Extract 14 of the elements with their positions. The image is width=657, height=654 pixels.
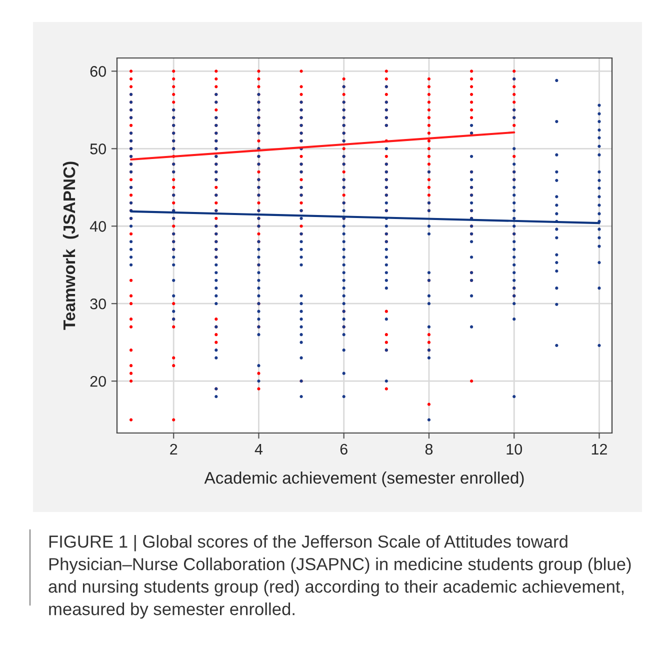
- x-tick-label: 12: [592, 444, 607, 454]
- y-tick-label: 40: [90, 221, 106, 232]
- y-tick-label: 20: [90, 376, 106, 387]
- y-tick-label: 60: [90, 66, 106, 77]
- x-tick-label: 2: [170, 444, 178, 454]
- x-tick-label: 4: [254, 444, 263, 454]
- y-axis-title: Teamwork (JSAPNC): [62, 162, 78, 330]
- caption: FIGURE 1 | Global scores of the Jefferson Scale of Attitudes toward Physician–Nurse Collaboration (JSAPNC) in medicine students group (blue) and nursing students group (red) according to their academic achievement, measured by semester enrolled.: [48, 535, 631, 619]
- x-axis-title: Academic achievement (semester enrolled): [204, 472, 524, 488]
- y-tick-label: 50: [90, 144, 106, 154]
- x-tick-label: 10: [506, 444, 522, 455]
- y-tick-label: 30: [90, 298, 106, 310]
- x-tick-label: 8: [425, 444, 433, 455]
- x-tick-label: 6: [340, 444, 348, 455]
